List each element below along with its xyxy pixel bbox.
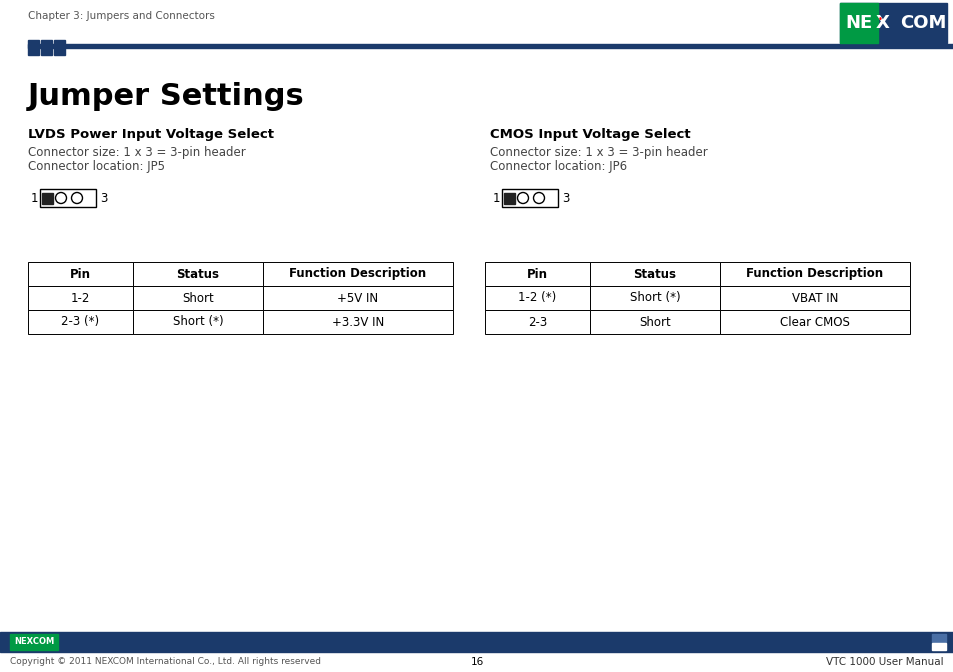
Text: 1-2: 1-2 bbox=[71, 292, 91, 304]
Bar bbox=[28, 40, 39, 55]
Text: Short (*): Short (*) bbox=[629, 292, 679, 304]
Text: Function Description: Function Description bbox=[289, 267, 426, 280]
Bar bbox=[720, 310, 909, 334]
Text: 2-3: 2-3 bbox=[527, 315, 547, 329]
Text: 2-3 (*): 2-3 (*) bbox=[61, 315, 99, 329]
Bar bbox=[132, 310, 263, 334]
Bar bbox=[501, 189, 558, 207]
Bar bbox=[28, 286, 132, 310]
Bar bbox=[589, 286, 720, 310]
Bar bbox=[28, 44, 953, 48]
Bar bbox=[931, 634, 945, 642]
Text: Pin: Pin bbox=[526, 267, 547, 280]
Bar bbox=[40, 189, 96, 207]
Text: Short: Short bbox=[182, 292, 213, 304]
Bar bbox=[263, 286, 453, 310]
Text: Connector size: 1 x 3 = 3-pin header: Connector size: 1 x 3 = 3-pin header bbox=[28, 146, 246, 159]
Bar bbox=[840, 3, 877, 43]
Text: Jumper Settings: Jumper Settings bbox=[28, 82, 304, 111]
Text: Chapter 3: Jumpers and Connectors: Chapter 3: Jumpers and Connectors bbox=[28, 11, 214, 21]
Text: Status: Status bbox=[633, 267, 676, 280]
Bar bbox=[28, 262, 132, 286]
Text: Function Description: Function Description bbox=[745, 267, 882, 280]
Bar bbox=[484, 262, 589, 286]
Bar bbox=[589, 262, 720, 286]
Text: CMOS Input Voltage Select: CMOS Input Voltage Select bbox=[490, 128, 690, 141]
Text: VBAT IN: VBAT IN bbox=[791, 292, 838, 304]
Bar bbox=[720, 286, 909, 310]
Text: X: X bbox=[875, 14, 889, 32]
Text: 3: 3 bbox=[561, 192, 569, 204]
Bar bbox=[263, 262, 453, 286]
Text: Short (*): Short (*) bbox=[172, 315, 223, 329]
Text: •: • bbox=[877, 15, 882, 24]
Bar bbox=[484, 310, 589, 334]
Bar bbox=[0, 632, 953, 652]
Text: 3: 3 bbox=[100, 192, 108, 204]
Text: Pin: Pin bbox=[70, 267, 91, 280]
Bar bbox=[42, 192, 53, 204]
Bar bbox=[132, 286, 263, 310]
Text: Connector location: JP6: Connector location: JP6 bbox=[490, 160, 626, 173]
Bar bbox=[10, 634, 58, 650]
Text: LVDS Power Input Voltage Select: LVDS Power Input Voltage Select bbox=[28, 128, 274, 141]
Text: 16: 16 bbox=[470, 657, 483, 667]
Bar bbox=[484, 286, 589, 310]
Text: Status: Status bbox=[176, 267, 219, 280]
Bar bbox=[503, 192, 515, 204]
Bar bbox=[41, 40, 52, 55]
Text: +3.3V IN: +3.3V IN bbox=[332, 315, 384, 329]
Text: +5V IN: +5V IN bbox=[337, 292, 378, 304]
Bar bbox=[720, 262, 909, 286]
Text: VTC 1000 User Manual: VTC 1000 User Manual bbox=[825, 657, 943, 667]
Bar bbox=[263, 310, 453, 334]
Bar bbox=[589, 310, 720, 334]
Text: NEXCOM: NEXCOM bbox=[14, 638, 54, 646]
Text: Copyright © 2011 NEXCOM International Co., Ltd. All rights reserved: Copyright © 2011 NEXCOM International Co… bbox=[10, 657, 320, 667]
Bar bbox=[0, 652, 953, 672]
Text: COM: COM bbox=[899, 14, 945, 32]
Text: 1-2 (*): 1-2 (*) bbox=[517, 292, 556, 304]
Bar bbox=[28, 310, 132, 334]
Text: Short: Short bbox=[639, 315, 670, 329]
Bar bbox=[840, 3, 946, 43]
Bar bbox=[54, 40, 65, 55]
Bar bbox=[931, 643, 945, 650]
Text: Clear CMOS: Clear CMOS bbox=[780, 315, 849, 329]
Text: Connector size: 1 x 3 = 3-pin header: Connector size: 1 x 3 = 3-pin header bbox=[490, 146, 707, 159]
Text: 1: 1 bbox=[492, 192, 499, 204]
Bar bbox=[0, 0, 953, 43]
Text: NE: NE bbox=[844, 14, 871, 32]
Bar bbox=[132, 262, 263, 286]
Text: 1: 1 bbox=[30, 192, 38, 204]
Text: Connector location: JP5: Connector location: JP5 bbox=[28, 160, 165, 173]
